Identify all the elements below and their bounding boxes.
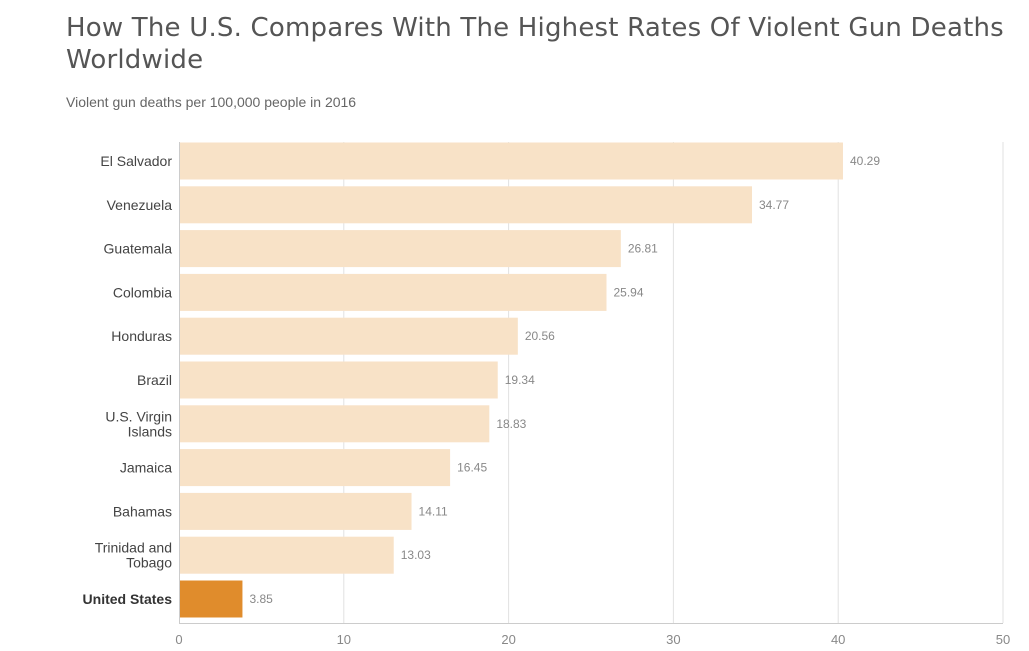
bar-united-states xyxy=(179,580,243,618)
bar-guatemala xyxy=(179,230,621,268)
category-label-trinidad-and-tobago: Trinidad and Tobago xyxy=(95,540,173,571)
x-tick-label-40: 40 xyxy=(831,632,845,647)
category-label-line: U.S. Virgin xyxy=(105,408,172,424)
value-label-colombia: 25.94 xyxy=(613,285,643,299)
category-label-brazil: Brazil xyxy=(137,372,172,388)
category-label-line: United States xyxy=(83,591,173,607)
category-labels: El Salvador Venezuela Guatemala Colombia Hon… xyxy=(83,153,173,607)
chart-subtitle: Violent gun deaths per 100,000 people in… xyxy=(66,94,357,110)
value-label-brazil: 19.34 xyxy=(505,373,535,387)
chart-title: How The U.S. Compares With The Highest R… xyxy=(66,13,1004,75)
bar-jamaica xyxy=(179,449,451,487)
category-label-jamaica: Jamaica xyxy=(120,460,172,476)
value-label-jamaica: 16.45 xyxy=(457,461,487,475)
value-label-united-states: 3.85 xyxy=(249,592,273,606)
bar-brazil xyxy=(179,361,498,399)
x-tick-label-0: 0 xyxy=(175,632,182,647)
category-label-line: Venezuela xyxy=(107,197,173,213)
category-label-line: Guatemala xyxy=(104,241,173,257)
value-label-trinidad-and-tobago: 13.03 xyxy=(401,548,431,562)
category-label-line: Trinidad and xyxy=(95,540,172,556)
bar-venezuela xyxy=(179,186,753,224)
value-label-el-salvador: 40.29 xyxy=(850,154,880,168)
category-label-u-s-virgin-islands: U.S. Virgin Islands xyxy=(105,408,172,439)
value-label-bahamas: 14.11 xyxy=(419,504,448,518)
value-labels: 40.29 34.77 26.81 25.94 20.56 19.34 18.83 16.45… xyxy=(249,154,880,606)
category-label-line: Colombia xyxy=(113,284,172,300)
category-label-venezuela: Venezuela xyxy=(107,197,173,213)
category-label-line: Islands xyxy=(128,423,172,439)
category-label-line: Jamaica xyxy=(120,460,172,476)
bar-honduras xyxy=(179,317,518,355)
bar-el-salvador xyxy=(179,142,843,180)
category-label-el-salvador: El Salvador xyxy=(100,153,172,169)
bar-bahamas xyxy=(179,492,412,530)
category-label-guatemala: Guatemala xyxy=(104,241,173,257)
category-label-line: Honduras xyxy=(111,328,172,344)
bar-trinidad-and-tobago xyxy=(179,536,394,574)
category-label-line: Tobago xyxy=(126,555,172,571)
category-label-honduras: Honduras xyxy=(111,328,172,344)
value-label-u-s-virgin-islands: 18.83 xyxy=(496,417,526,431)
x-tick-label-50: 50 xyxy=(996,632,1010,647)
category-label-colombia: Colombia xyxy=(113,284,172,300)
x-axis: 0 10 20 30 40 50 xyxy=(175,142,1010,647)
category-label-united-states: United States xyxy=(83,591,173,607)
bars xyxy=(179,142,843,618)
bar-u-s-virgin-islands xyxy=(179,405,490,443)
category-label-bahamas: Bahamas xyxy=(113,503,172,519)
value-label-venezuela: 34.77 xyxy=(759,198,789,212)
category-label-line: El Salvador xyxy=(100,153,172,169)
category-label-line: Bahamas xyxy=(113,503,172,519)
value-label-honduras: 20.56 xyxy=(525,329,555,343)
x-tick-label-20: 20 xyxy=(501,632,515,647)
value-label-guatemala: 26.81 xyxy=(628,242,658,256)
x-tick-label-10: 10 xyxy=(337,632,351,647)
bar-colombia xyxy=(179,273,607,311)
category-label-line: Brazil xyxy=(137,372,172,388)
x-tick-label-30: 30 xyxy=(666,632,680,647)
